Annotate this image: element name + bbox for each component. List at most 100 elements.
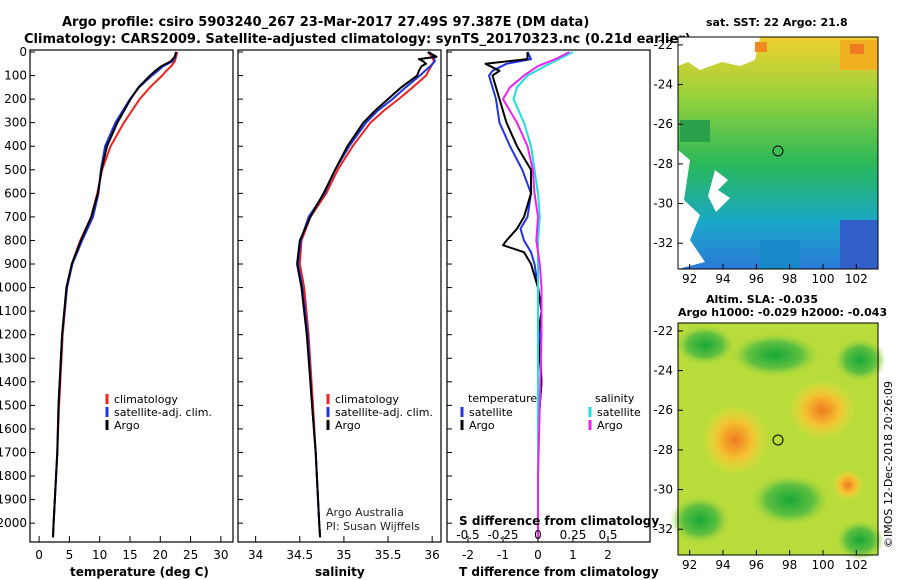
sst-argo-location-marker [772, 145, 784, 157]
sla-high-anomaly [788, 380, 856, 440]
depth-tick-label: 2000 [0, 516, 27, 530]
depth-tick-label: 800 [4, 233, 27, 247]
map-lat-tick-label: -32 [653, 522, 673, 536]
sst-map-title: sat. SST: 22 Argo: 21.8 [706, 16, 848, 29]
depth-tick-label: 700 [4, 210, 27, 224]
temperature-tick-label: 15 [122, 548, 137, 562]
map-lat-tick-label: -26 [653, 403, 673, 417]
map-lat-tick-label: -30 [653, 483, 673, 497]
depth-tick-label: 200 [4, 92, 27, 106]
depth-tick-label: 100 [4, 69, 27, 83]
map-lat-tick-label: -32 [653, 236, 673, 250]
map-lon-tick-label: 100 [812, 558, 835, 572]
map-lat-tick-label: -24 [653, 78, 673, 92]
map-lon-tick-label: 96 [749, 558, 764, 572]
sla-high-anomaly [832, 469, 864, 501]
credit-line-1: Argo Australia [326, 506, 404, 519]
salinity-tick-label: 34.5 [286, 548, 313, 562]
sla-argo-location-marker [772, 434, 784, 446]
salinity-tick-label: 36 [425, 548, 440, 562]
title-line-1: Argo profile: csiro 5903240_267 23-Mar-2… [62, 15, 589, 30]
map-lon-tick-label: 102 [845, 558, 868, 572]
t-difference-tick-label: 1 [569, 548, 577, 562]
series-satellite-adj-clim-line [52, 51, 177, 538]
map-lat-tick-label: -22 [653, 38, 673, 52]
temperature-tick-label: 10 [92, 548, 107, 562]
temperature-plot: 0 5 10 15 20 25 30 [35, 51, 229, 562]
depth-tick-label: 1100 [0, 304, 27, 318]
t-difference-axis-label: T difference from climatology [459, 565, 659, 579]
depth-tick-label: 1800 [0, 469, 27, 483]
map-lat-tick-label: -28 [653, 157, 673, 171]
temperature-tick-label: 5 [66, 548, 74, 562]
map-lon-tick-label: 92 [682, 558, 697, 572]
legend-t-satellite: satellite [469, 406, 513, 419]
salinity-tick-label: 35.5 [375, 548, 402, 562]
t-difference-tick-label: 0 [534, 548, 542, 562]
depth-tick-label: 1500 [0, 398, 27, 412]
map-lon-tick-label: 98 [782, 558, 797, 572]
legend-salinity-title: salinity [595, 392, 635, 405]
series-t-argo-line [484, 52, 543, 538]
temperature-tick-label: 30 [213, 548, 228, 562]
map-lat-tick-label: -28 [653, 443, 673, 457]
depth-tick-label: 1000 [0, 281, 27, 295]
map-lat-tick-label: -24 [653, 364, 673, 378]
temperature-tick-label: 0 [35, 548, 43, 562]
map-lat-tick-label: -30 [653, 197, 673, 211]
legend-climatology: climatology [114, 393, 178, 406]
depth-tick-label: 300 [4, 116, 27, 130]
difference-plot: -2 -1 0 1 2 -0.5 -0.25 0 0.25 0.5 [456, 51, 618, 562]
s-difference-axis-label: S difference from climatology [459, 514, 659, 528]
sla-map-frame [677, 322, 879, 556]
depth-tick-label: 1300 [0, 351, 27, 365]
series-climatology-line [298, 51, 435, 538]
map-lon-tick-label: 102 [845, 272, 868, 286]
title-line-2: Climatology: CARS2009. Satellite-adjuste… [24, 32, 691, 47]
sst-map-cold-patch [760, 240, 800, 269]
sla-low-anomaly [750, 474, 830, 526]
sla-high-anomaly [701, 404, 769, 476]
map-axes: 92 94 96 98 100 102 -22 -24 -26 -28 -30 -32 92 94 96 98… [653, 38, 867, 572]
salinity-tick-label: 35 [336, 548, 351, 562]
t-difference-tick-label: -1 [497, 548, 509, 562]
series-argo-line [296, 51, 438, 538]
temperature-panel-frame [29, 49, 234, 543]
legend-s-argo: Argo [597, 419, 623, 432]
sla-low-anomaly [730, 333, 820, 377]
sst-map-warm-pixel [850, 44, 864, 54]
legend-temperature-title: temperature [468, 392, 537, 405]
map-lon-tick-label: 98 [782, 272, 797, 286]
temperature-axis-label: temperature (deg C) [70, 565, 209, 579]
map-lat-tick-label: -26 [653, 117, 673, 131]
map-lon-tick-label: 96 [749, 272, 764, 286]
sst-map-nodata [678, 37, 760, 70]
salinity-tick-label: 34 [248, 548, 263, 562]
legend-s-satellite: satellite [597, 406, 641, 419]
sst-map-cold-patch [840, 220, 878, 269]
legend-argo: Argo [114, 419, 140, 432]
legend-argo: Argo [335, 419, 361, 432]
salinity-legend: climatology satellite-adj. clim. Argo [326, 393, 433, 432]
depth-axis: 0 100 200 300 400 500 600 700 800 900 1000 1100 1200… [0, 45, 452, 530]
sst-map-frame [677, 36, 879, 270]
depth-tick-label: 1600 [0, 422, 27, 436]
map-lat-tick-label: -22 [653, 324, 673, 338]
sla-low-anomaly [670, 496, 730, 544]
depth-tick-label: 1200 [0, 328, 27, 342]
temperature-tick-label: 25 [183, 548, 198, 562]
map-lon-tick-label: 94 [715, 272, 730, 286]
legend-climatology: climatology [335, 393, 399, 406]
credit-line-2: PI: Susan Wijffels [326, 520, 420, 533]
depth-tick-label: 0 [19, 45, 27, 59]
salinity-plot: 34 34.5 35 35.5 36 [248, 51, 440, 562]
depth-tick-label: 1700 [0, 445, 27, 459]
s-difference-tick-label: 0.25 [560, 528, 587, 542]
difference-legend: temperature satellite Argo salinity sate… [460, 392, 641, 432]
s-difference-tick-label: -0.25 [487, 528, 518, 542]
temperature-legend: climatology satellite-adj. clim. Argo [105, 393, 212, 432]
salinity-panel-frame [237, 49, 442, 543]
map-lon-tick-label: 92 [682, 272, 697, 286]
sst-map-warm-pixel [755, 42, 767, 52]
series-satellite-adj-clim-line [297, 51, 436, 538]
